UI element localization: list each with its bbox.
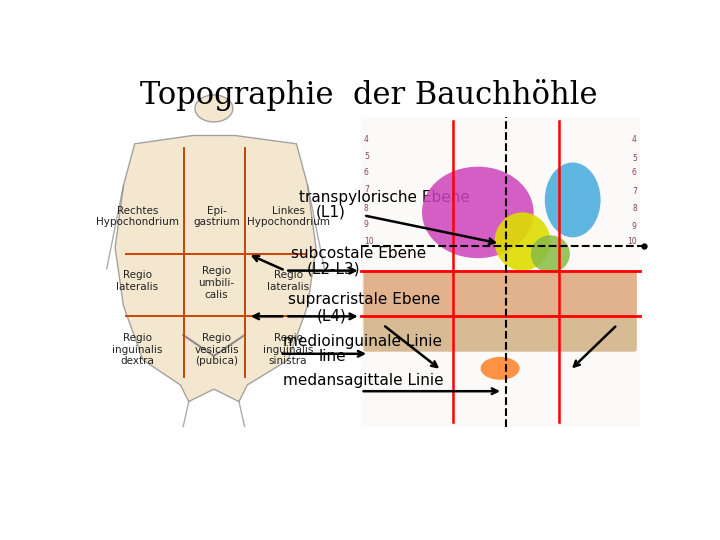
Text: Regio
lateralis: Regio lateralis [267, 270, 309, 292]
Text: (L2-L3): (L2-L3) [307, 261, 360, 276]
Text: supracristale Ebene: supracristale Ebene [288, 292, 441, 307]
Text: 6: 6 [364, 168, 369, 178]
Text: Regio
vesicalis
(pubica): Regio vesicalis (pubica) [194, 333, 239, 366]
Text: 6: 6 [632, 168, 637, 178]
Text: Epi-
gastrium: Epi- gastrium [193, 206, 240, 227]
Text: subcostale Ebene: subcostale Ebene [291, 246, 426, 261]
Text: (L4): (L4) [317, 308, 346, 323]
FancyBboxPatch shape [361, 117, 639, 427]
Text: Regio
lateralis: Regio lateralis [117, 270, 158, 292]
Text: 10: 10 [627, 237, 637, 246]
Text: 5: 5 [632, 154, 637, 163]
Ellipse shape [195, 95, 233, 122]
Text: Regio
inguinalis
dextra: Regio inguinalis dextra [112, 333, 163, 366]
Text: 10: 10 [364, 237, 374, 246]
Text: Linkes
Hypochondrium: Linkes Hypochondrium [246, 206, 330, 227]
FancyBboxPatch shape [364, 316, 637, 352]
Text: 7: 7 [632, 187, 637, 196]
Text: Topographie  der Bauchhöhle: Topographie der Bauchhöhle [140, 79, 598, 111]
PathPatch shape [115, 136, 316, 402]
Text: medansagittale Linie: medansagittale Linie [282, 373, 443, 388]
Ellipse shape [545, 163, 600, 238]
Text: transpylorische Ebene: transpylorische Ebene [300, 191, 470, 205]
Text: 4: 4 [364, 135, 369, 144]
Text: Regio
umbili-
calis: Regio umbili- calis [199, 267, 235, 300]
Ellipse shape [422, 167, 534, 258]
Text: 8: 8 [632, 204, 637, 213]
Ellipse shape [495, 212, 550, 271]
Ellipse shape [531, 235, 570, 273]
Text: medioinguinale Linie: medioinguinale Linie [282, 334, 441, 349]
Text: Regio
inguinalis
sinistra: Regio inguinalis sinistra [263, 333, 313, 366]
Text: line: line [319, 349, 346, 364]
Text: 7: 7 [364, 185, 369, 194]
FancyBboxPatch shape [364, 271, 637, 316]
Text: Rechtes
Hypochondrium: Rechtes Hypochondrium [96, 206, 179, 227]
Text: 9: 9 [632, 222, 637, 232]
Text: (L1): (L1) [316, 205, 346, 220]
Text: 9: 9 [364, 220, 369, 230]
Ellipse shape [481, 357, 520, 380]
Text: 4: 4 [632, 135, 637, 144]
Text: 8: 8 [364, 204, 369, 213]
Text: 5: 5 [364, 152, 369, 161]
